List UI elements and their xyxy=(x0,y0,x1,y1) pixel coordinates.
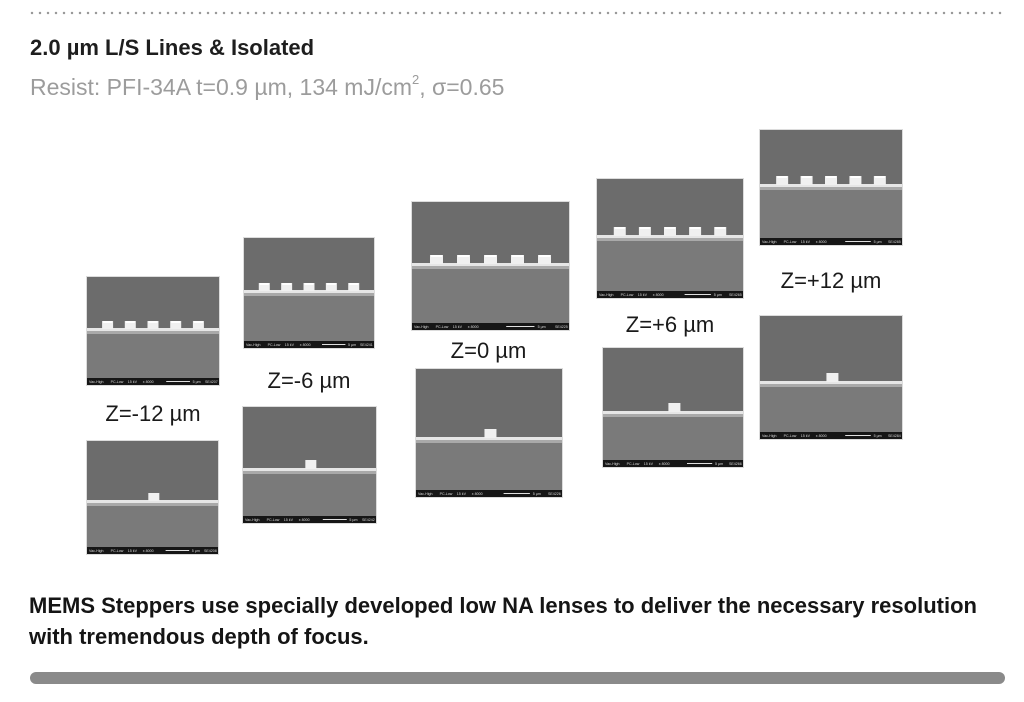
sem-image-isolated-z-6: Vac-High PC-Low 15 kV x 8000 5 µm SE4242 xyxy=(242,406,377,524)
svg-text:5 µm: 5 µm xyxy=(874,434,882,438)
sem-image-isolated-z0: Vac-High PC-Low 15 kV x 8000 5 µm SE4226 xyxy=(415,368,563,498)
focus-label-z+12: Z=+12 µm xyxy=(780,268,882,293)
svg-text:Vac-High: Vac-High xyxy=(762,434,777,438)
svg-text:15 kV: 15 kV xyxy=(638,293,648,297)
focus-label-z0: Z=0 µm xyxy=(450,338,527,363)
svg-text:x 8000: x 8000 xyxy=(143,380,154,384)
svg-text:15 kV: 15 kV xyxy=(453,325,463,329)
sem-image-dense-z+6: Vac-High PC-Low 15 kV x 8000 5 µm SE4265 xyxy=(596,178,744,299)
svg-text:x 8000: x 8000 xyxy=(816,434,827,438)
svg-text:SE4266: SE4266 xyxy=(729,462,742,466)
sem-image-isolated-z+12: Vac-High PC-Low 15 kV x 8000 5 µm SE4284 xyxy=(759,315,903,440)
svg-text:Vac-High: Vac-High xyxy=(89,549,104,553)
sem-image-isolated-z+6: Vac-High PC-Low 15 kV x 8000 5 µm SE4266 xyxy=(602,347,744,468)
svg-text:5 µm: 5 µm xyxy=(538,325,546,329)
svg-text:5 µm: 5 µm xyxy=(348,343,356,347)
svg-text:SE4208: SE4208 xyxy=(204,549,217,553)
sem-image-dense-z-6: Vac-High PC-Low 15 kV x 8000 5 µm SE4241 xyxy=(243,237,375,349)
svg-text:SE4207: SE4207 xyxy=(205,380,218,384)
svg-text:15 kV: 15 kV xyxy=(128,380,138,384)
svg-text:5 µm: 5 µm xyxy=(192,549,200,553)
svg-text:15 kV: 15 kV xyxy=(644,462,654,466)
bottom-bar xyxy=(30,672,1005,684)
svg-text:Vac-High: Vac-High xyxy=(414,325,429,329)
svg-text:PC-Low: PC-Low xyxy=(440,492,453,496)
svg-text:PC-Low: PC-Low xyxy=(436,325,449,329)
svg-text:PC-Low: PC-Low xyxy=(268,343,281,347)
svg-text:5 µm: 5 µm xyxy=(715,462,723,466)
svg-text:Vac-High: Vac-High xyxy=(245,518,260,522)
svg-text:15 kV: 15 kV xyxy=(284,518,294,522)
svg-text:PC-Low: PC-Low xyxy=(784,240,797,244)
svg-text:Vac-High: Vac-High xyxy=(605,462,620,466)
footer-statement: MEMS Steppers use specially developed lo… xyxy=(29,593,977,649)
svg-text:x 8000: x 8000 xyxy=(472,492,483,496)
svg-text:x 8000: x 8000 xyxy=(300,343,311,347)
sem-image-dense-z-12: Vac-High PC-Low 15 kV x 8000 5 µm SE4207 xyxy=(86,276,220,386)
svg-text:SE4265: SE4265 xyxy=(729,293,742,297)
svg-text:SE4226: SE4226 xyxy=(548,492,561,496)
svg-text:x 8000: x 8000 xyxy=(468,325,479,329)
focus-label-z-6: Z=-6 µm xyxy=(267,368,351,393)
svg-text:SE4241: SE4241 xyxy=(360,343,373,347)
svg-text:PC-Low: PC-Low xyxy=(784,434,797,438)
svg-text:x 8000: x 8000 xyxy=(299,518,310,522)
svg-text:5 µm: 5 µm xyxy=(533,492,541,496)
svg-text:15 kV: 15 kV xyxy=(285,343,295,347)
sem-image-dense-z+12: Vac-High PC-Low 15 kV x 8000 5 µm SE4285 xyxy=(759,129,903,246)
dotted-divider xyxy=(28,11,1006,15)
svg-text:x 8000: x 8000 xyxy=(659,462,670,466)
svg-text:Vac-High: Vac-High xyxy=(246,343,261,347)
svg-text:15 kV: 15 kV xyxy=(801,240,811,244)
svg-text:PC-Low: PC-Low xyxy=(111,380,124,384)
svg-text:x 8000: x 8000 xyxy=(653,293,664,297)
sem-image-dense-z0: Vac-High PC-Low 15 kV x 8000 5 µm SE4225 xyxy=(411,201,570,331)
svg-text:Vac-High: Vac-High xyxy=(599,293,614,297)
svg-text:SE4225: SE4225 xyxy=(555,325,568,329)
svg-text:15 kV: 15 kV xyxy=(457,492,467,496)
svg-text:PC-Low: PC-Low xyxy=(621,293,634,297)
svg-text:5 µm: 5 µm xyxy=(874,240,882,244)
page-title: 2.0 µm L/S Lines & Isolated xyxy=(30,35,315,60)
focus-label-z-12: Z=-12 µm xyxy=(105,401,201,426)
svg-text:Vac-High: Vac-High xyxy=(89,380,104,384)
svg-text:x 8000: x 8000 xyxy=(143,549,154,553)
svg-text:SE4284: SE4284 xyxy=(888,434,901,438)
focus-label-z+6: Z=+6 µm xyxy=(625,312,715,337)
svg-text:x 8000: x 8000 xyxy=(816,240,827,244)
svg-text:5 µm: 5 µm xyxy=(349,518,357,522)
svg-text:PC-Low: PC-Low xyxy=(111,549,124,553)
svg-text:15 kV: 15 kV xyxy=(128,549,138,553)
svg-text:Vac-High: Vac-High xyxy=(418,492,433,496)
svg-text:15 kV: 15 kV xyxy=(801,434,811,438)
svg-text:5 µm: 5 µm xyxy=(193,380,201,384)
svg-text:SE4285: SE4285 xyxy=(888,240,901,244)
svg-text:PC-Low: PC-Low xyxy=(627,462,640,466)
svg-text:Vac-High: Vac-High xyxy=(762,240,777,244)
sem-image-isolated-z-12: Vac-High PC-Low 15 kV x 8000 5 µm SE4208 xyxy=(86,440,219,555)
svg-text:5 µm: 5 µm xyxy=(714,293,722,297)
svg-text:PC-Low: PC-Low xyxy=(267,518,280,522)
page-subtitle: Resist: PFI-34A t=0.9 µm, 134 mJ/cm2, σ=… xyxy=(30,72,505,100)
svg-text:SE4242: SE4242 xyxy=(362,518,375,522)
